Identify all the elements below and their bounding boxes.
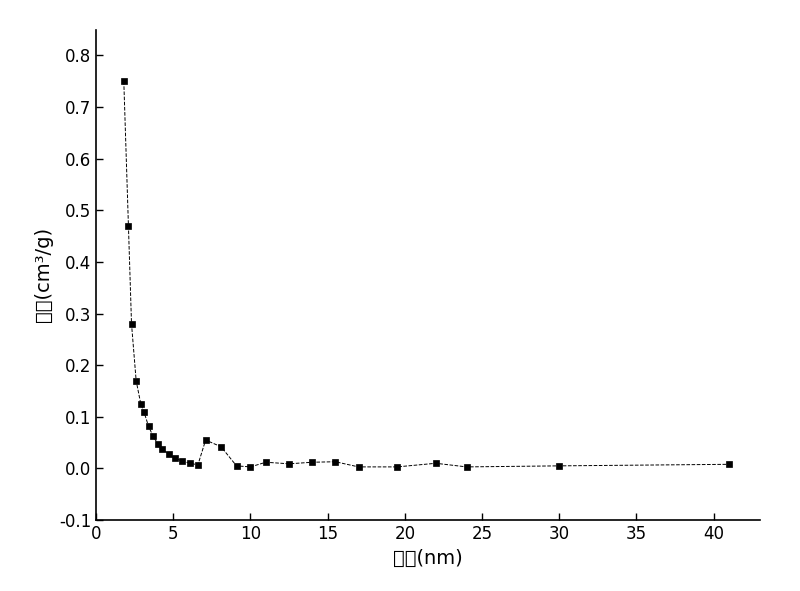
Y-axis label: 孔容(cm³/g): 孔容(cm³/g) xyxy=(34,228,54,322)
X-axis label: 孔径(nm): 孔径(nm) xyxy=(393,548,463,567)
